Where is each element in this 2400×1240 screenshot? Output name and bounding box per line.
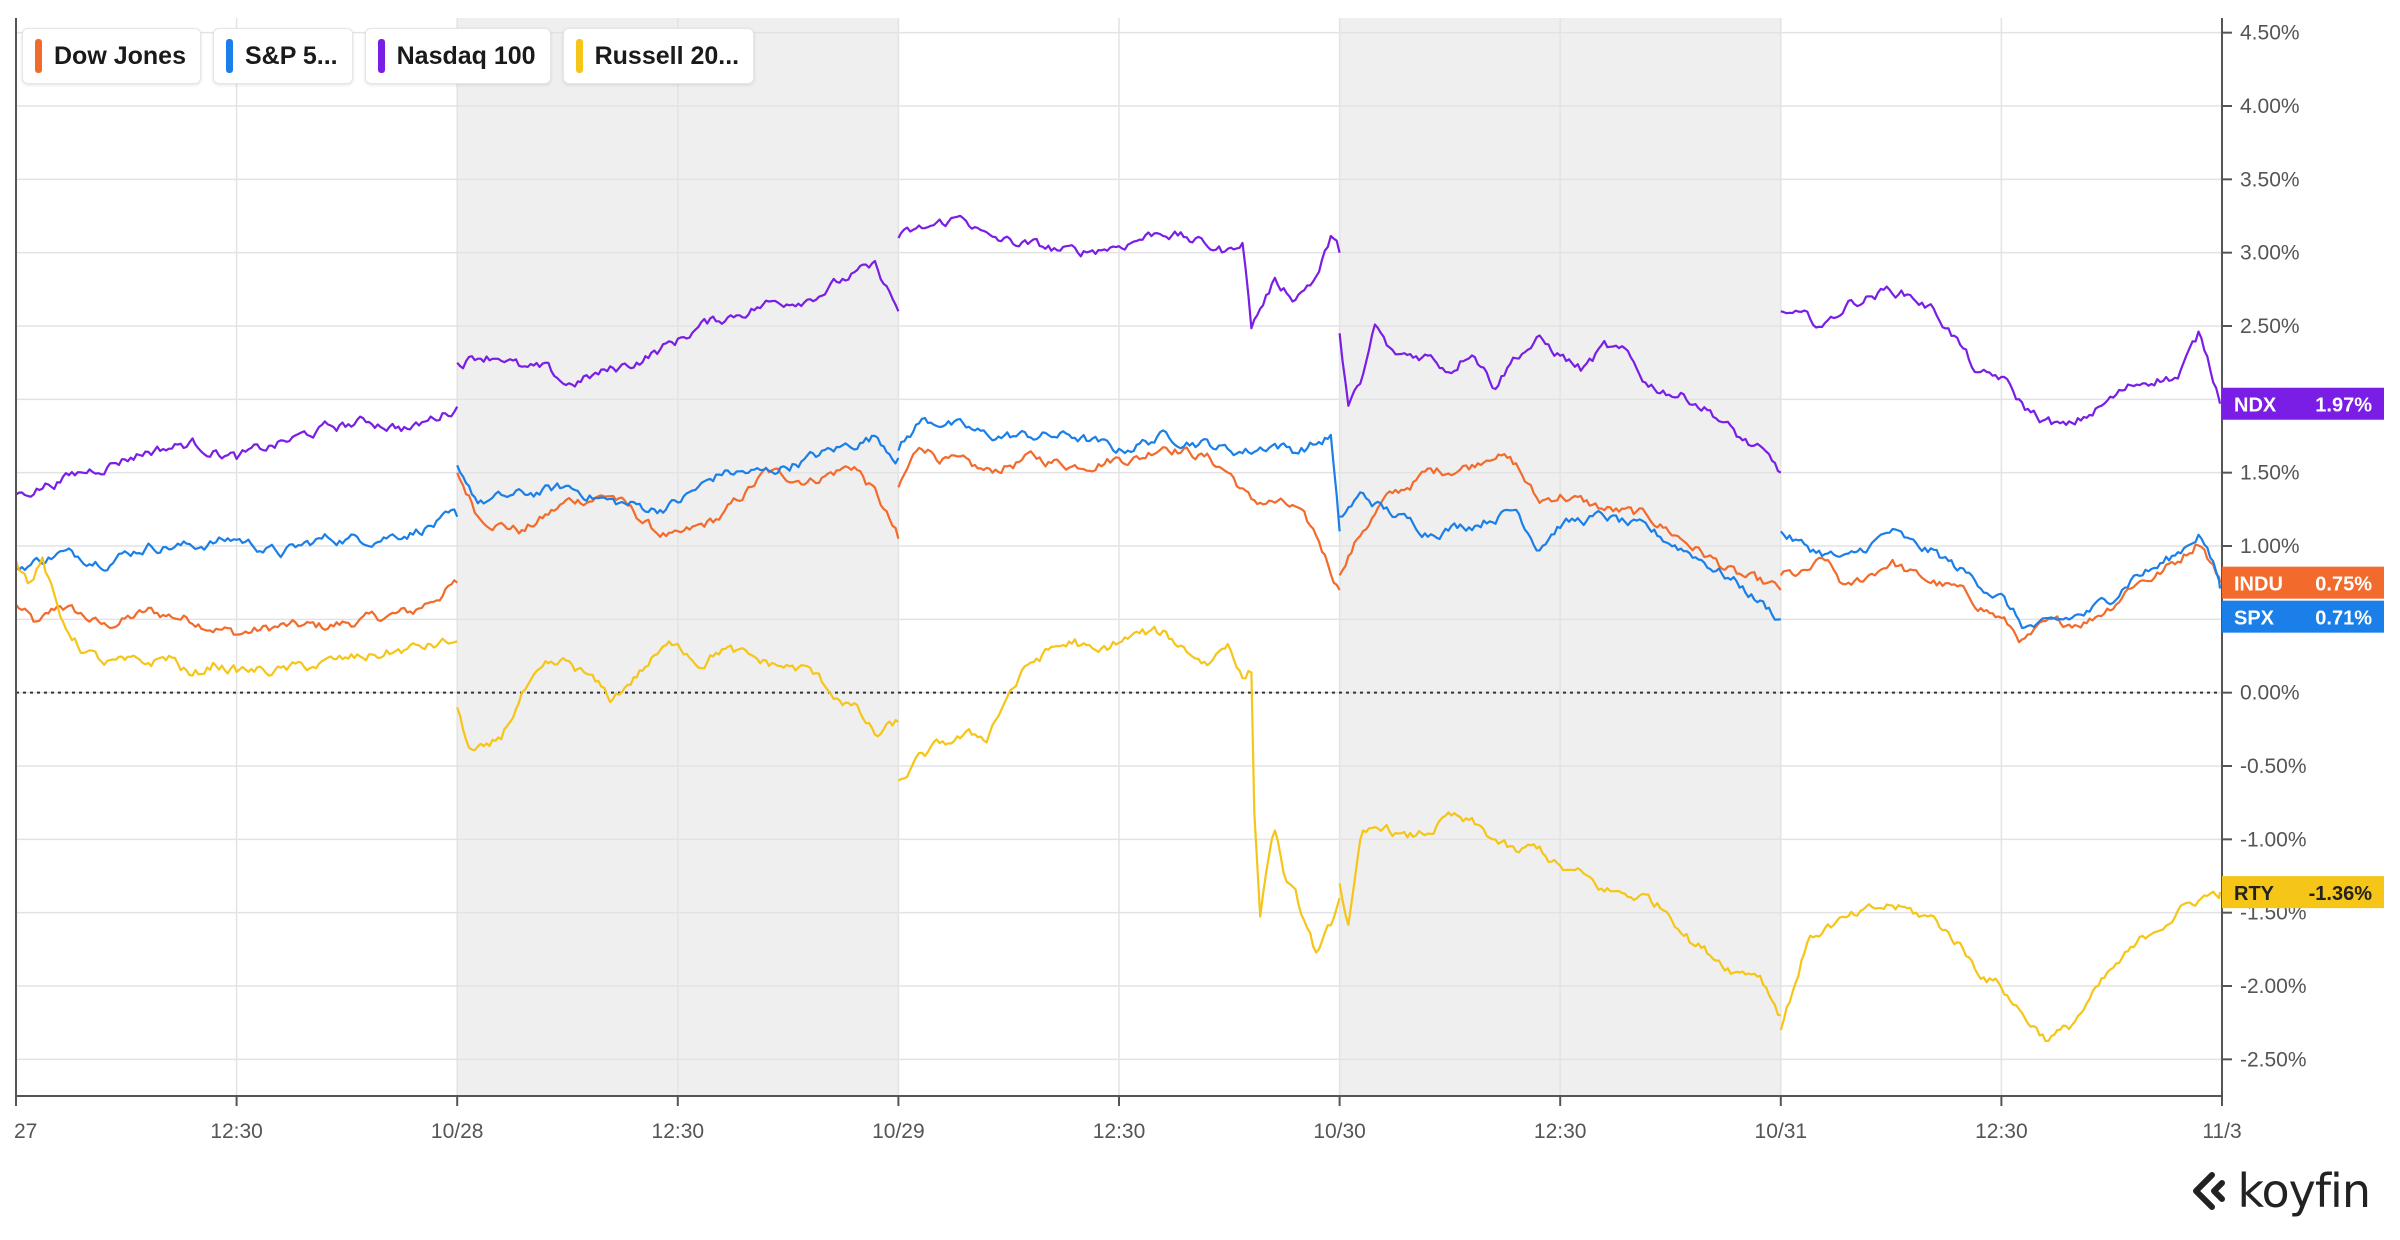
end-badge-ticker: INDU: [2234, 574, 2283, 596]
x-axis-tick-labels: 27 12:30 10/28 12:30 10/29 12:30 10/30 12:30 10/…: [14, 1096, 2242, 1143]
x-tick-label: 10/30: [1313, 1120, 1366, 1143]
end-badge-bg: [2222, 600, 2384, 633]
series-lines: [14, 214, 2222, 1042]
end-badge-ticker: RTY: [2234, 883, 2275, 905]
y-tick-label: 4.50%: [2240, 22, 2300, 45]
x-tick-label: 12:30: [652, 1120, 705, 1143]
legend-item-nasdaq-100[interactable]: Nasdaq 100: [364, 28, 551, 84]
y-tick-label: 1.00%: [2240, 535, 2300, 558]
series-line-ndx: [897, 214, 1341, 330]
end-badge-rty: RTY -1.36%: [2222, 876, 2384, 909]
x-tick-label: 10/28: [431, 1120, 484, 1143]
y-tick-label: 3.00%: [2240, 242, 2300, 265]
y-tick-label: 4.00%: [2240, 95, 2300, 118]
legend-swatch: [377, 39, 385, 73]
y-tick-label: -2.00%: [2240, 975, 2307, 998]
series-line-indu: [15, 579, 458, 636]
legend-label: Dow Jones: [54, 41, 186, 70]
end-badge-value: 0.71%: [2315, 608, 2372, 630]
y-tick-label: 0.00%: [2240, 682, 2300, 705]
end-badge-ticker: NDX: [2234, 395, 2277, 417]
end-badge-bg: [2222, 387, 2384, 420]
end-badge-bg: [2222, 566, 2384, 599]
x-tick-label: 11/3: [2202, 1120, 2241, 1143]
series-line-rty: [14, 556, 458, 677]
end-badge-value: 1.97%: [2315, 395, 2372, 417]
series-line-ndx: [1338, 323, 1782, 474]
series-line-ndx: [1780, 285, 2222, 426]
series-line-rty: [1338, 811, 1782, 1017]
series-line-ndx: [456, 259, 900, 388]
series-line-spx: [15, 508, 459, 572]
y-tick-label: 1.50%: [2240, 462, 2300, 485]
brand-name: koyfin: [2237, 1164, 2371, 1218]
koyfin-logo-icon: [2192, 1172, 2225, 1210]
legend-label: Nasdaq 100: [396, 41, 536, 70]
series-line-spx: [897, 416, 1341, 532]
series-line-indu: [1338, 453, 1782, 591]
end-badge-ndx: NDX 1.97%: [2222, 387, 2384, 420]
legend-swatch: [35, 39, 42, 73]
y-tick-label: 3.50%: [2240, 168, 2300, 191]
series-line-spx: [456, 434, 900, 515]
legend-swatch: [225, 39, 233, 73]
x-tick-label: 10/31: [1755, 1120, 1808, 1143]
legend-label: S&P 5...: [244, 41, 338, 70]
series-line-ndx: [15, 406, 459, 498]
series-line-rty: [456, 640, 900, 752]
legend-item-russell-2000[interactable]: Russell 20...: [562, 28, 755, 84]
y-tick-label: -1.00%: [2240, 828, 2307, 851]
series-line-spx: [1779, 527, 2222, 630]
series-line-indu: [1779, 543, 2222, 644]
legend-label: Russell 20...: [594, 41, 740, 70]
x-tick-label: 10/29: [872, 1120, 925, 1143]
x-tick-label: 12:30: [1093, 1120, 1146, 1143]
series-end-badges: NDX 1.97% INDU 0.75% SPX 0.71% RTY -1.36%: [2222, 387, 2384, 909]
end-badge-ticker: SPX: [2234, 608, 2275, 630]
legend-item-sp500[interactable]: S&P 5...: [212, 28, 353, 84]
y-axis-tick-labels: 4.50%4.00%3.50%3.00%2.50%2.00%1.50%1.00%…: [2222, 22, 2307, 1071]
koyfin-brand: koyfin: [2186, 1164, 2371, 1218]
x-tick-label: 12:30: [210, 1120, 263, 1143]
end-badge-bg: [2222, 876, 2384, 909]
legend-item-dow-jones[interactable]: Dow Jones: [22, 28, 201, 84]
end-badge-indu: INDU 0.75%: [2222, 566, 2384, 599]
series-line-rty: [897, 625, 1341, 954]
x-tick-label: 12:30: [1534, 1120, 1587, 1143]
legend: Dow Jones S&P 5... Nasdaq 100 Russell 20…: [22, 28, 755, 84]
series-line-rty: [1779, 890, 2222, 1042]
end-badge-spx: SPX 0.71%: [2222, 600, 2384, 633]
y-tick-label: 2.50%: [2240, 315, 2300, 338]
series-line-spx: [1339, 491, 1781, 621]
grid-lines: [15, 18, 2223, 1096]
x-tick-label: 27: [14, 1120, 37, 1143]
end-badge-value: 0.75%: [2315, 574, 2372, 596]
end-badge-value: -1.36%: [2309, 883, 2373, 905]
series-line-indu: [456, 465, 900, 539]
legend-swatch: [575, 39, 583, 73]
y-tick-label: -2.50%: [2240, 1048, 2307, 1071]
y-tick-label: -0.50%: [2240, 755, 2307, 778]
series-line-indu: [897, 446, 1341, 591]
x-tick-label: 12:30: [1975, 1120, 2028, 1143]
